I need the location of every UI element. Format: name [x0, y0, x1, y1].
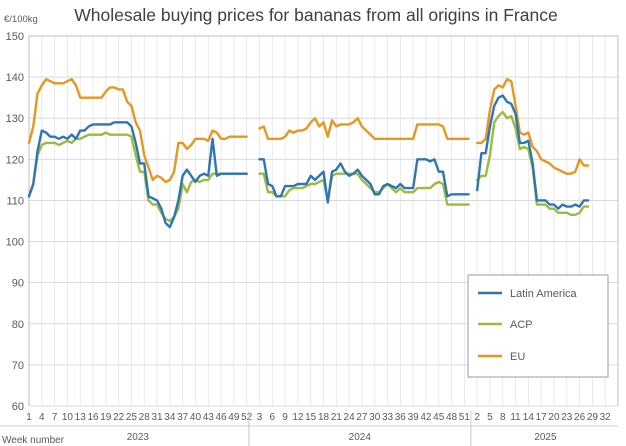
x-tick-label: 52	[241, 412, 253, 423]
x-tick-label: 9	[282, 412, 288, 423]
x-tick-label: 25	[126, 412, 138, 423]
x-tick-label: 2	[474, 412, 480, 423]
x-tick-label: 7	[52, 412, 58, 423]
x-tick-label: 6	[270, 412, 276, 423]
year-group-label: 2023	[127, 432, 150, 443]
x-axis-label: Week number	[2, 435, 65, 446]
x-tick-label: 8	[500, 412, 506, 423]
x-tick-label: 45	[433, 412, 445, 423]
y-tick-label: 90	[12, 278, 24, 290]
x-tick-label: 24	[344, 412, 356, 423]
x-tick-label: 43	[203, 412, 215, 423]
series-lines	[27, 77, 590, 229]
y-tick-label: 130	[6, 113, 24, 125]
x-tick-label: 16	[87, 412, 99, 423]
x-tick-label: 42	[420, 412, 432, 423]
y-tick-label: 120	[6, 154, 24, 166]
y-tick-label: 150	[6, 31, 24, 43]
y-tick-label: 140	[6, 72, 24, 84]
year-group-label: 2024	[349, 432, 372, 443]
x-tick-label: 14	[523, 412, 535, 423]
x-tick-label: 26	[574, 412, 586, 423]
x-tick-label: 20	[548, 412, 560, 423]
x-axis-ticks: 1 4 7 10 13 16 19 22 25 28 31 34 37 40 43 46 49 52 3 6 9 12 15…	[26, 412, 611, 423]
x-tick-label: 29	[587, 412, 599, 423]
x-tick-label: 36	[395, 412, 407, 423]
y-axis-ticks: 60 70 80 90 100 110 120 130 140 150	[6, 31, 24, 413]
x-tick-label: 22	[113, 412, 125, 423]
x-tick-label: 19	[100, 412, 112, 423]
y-tick-label: 110	[6, 195, 24, 207]
x-tick-label: 10	[62, 412, 74, 423]
chart-title: Wholesale buying prices for bananas from…	[74, 5, 557, 25]
x-tick-label: 21	[331, 412, 343, 423]
year-group-label: 2025	[534, 432, 557, 443]
x-tick-label: 48	[446, 412, 458, 423]
x-tick-label: 4	[39, 412, 45, 423]
x-tick-label: 33	[382, 412, 394, 423]
legend-label: Latin America	[510, 288, 578, 300]
x-tick-label: 49	[228, 412, 240, 423]
y-tick-label: 60	[12, 401, 24, 413]
x-tick-label: 39	[408, 412, 420, 423]
legend: Latin America ACP EU	[467, 274, 609, 378]
x-tick-label: 1	[26, 412, 32, 423]
x-tick-label: 46	[216, 412, 228, 423]
x-tick-label: 17	[536, 412, 548, 423]
x-tick-label: 18	[318, 412, 330, 423]
legend-label: ACP	[510, 319, 533, 331]
x-tick-label: 51	[459, 412, 471, 423]
x-tick-label: 34	[164, 412, 176, 423]
legend-label: EU	[510, 351, 525, 363]
x-tick-label: 30	[369, 412, 381, 423]
series-line-eu	[27, 77, 590, 184]
x-tick-label: 3	[257, 412, 263, 423]
x-tick-label: 12	[292, 412, 304, 423]
x-tick-label: 11	[510, 412, 521, 423]
x-tick-label: 13	[75, 412, 87, 423]
x-tick-label: 27	[356, 412, 368, 423]
x-tick-label: 40	[190, 412, 202, 423]
x-tick-label: 28	[139, 412, 151, 423]
series-line-latin-america	[27, 94, 590, 229]
x-tick-label: 32	[600, 412, 612, 423]
y-tick-label: 70	[12, 360, 24, 372]
y-tick-label: 80	[12, 319, 24, 331]
y-axis-unit-label: €/100kg	[4, 14, 38, 25]
x-axis-year-groups: 2023 2024 2025	[0, 411, 618, 446]
x-tick-label: 23	[561, 412, 573, 423]
x-tick-label: 37	[177, 412, 189, 423]
x-tick-label: 31	[151, 412, 163, 423]
y-tick-label: 100	[6, 237, 24, 249]
x-tick-label: 15	[305, 412, 317, 423]
x-tick-label: 5	[487, 412, 493, 423]
